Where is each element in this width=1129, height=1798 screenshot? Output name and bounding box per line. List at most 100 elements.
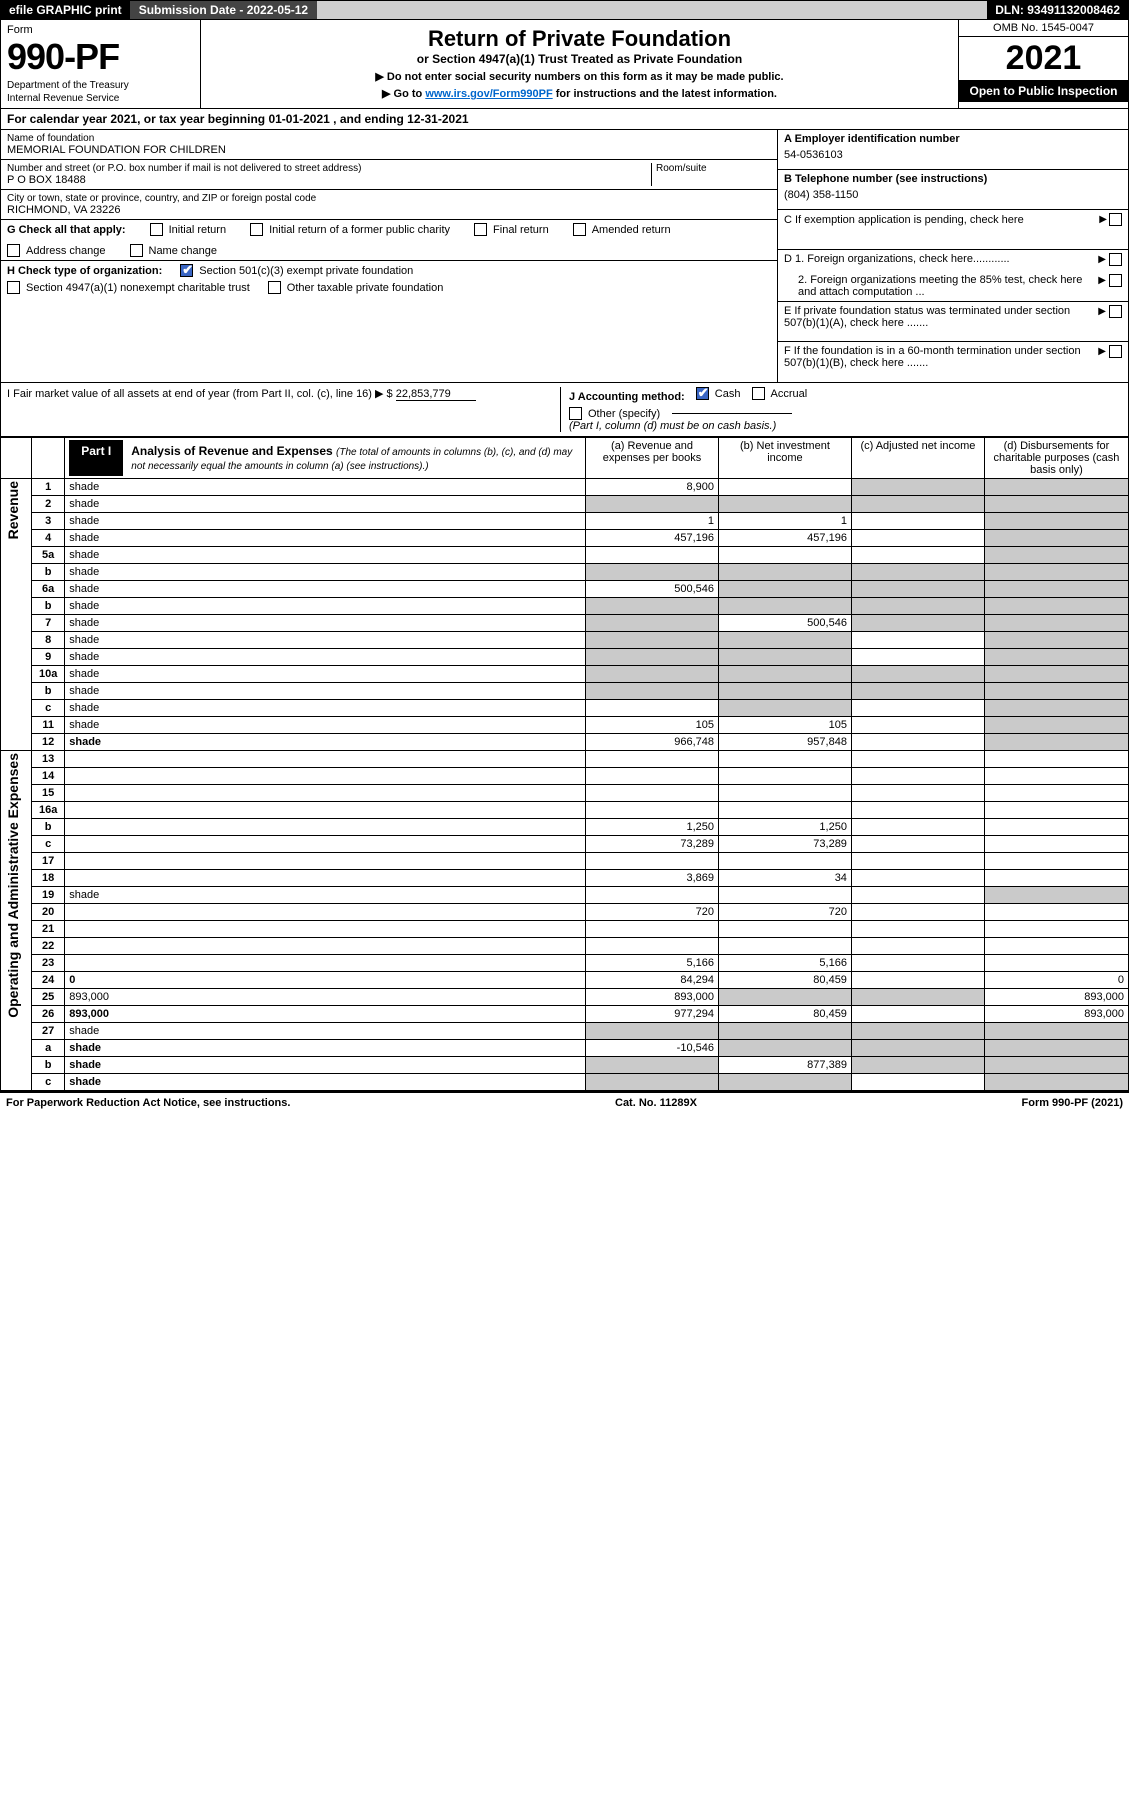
e-checkbox[interactable]: [1109, 305, 1122, 318]
table-row: 24084,29480,4590: [1, 972, 1129, 989]
amended-return-checkbox[interactable]: [573, 223, 586, 236]
table-row: b1,2501,250: [1, 819, 1129, 836]
omb-number: OMB No. 1545-0047: [959, 20, 1128, 37]
d2-label: 2. Foreign organizations meeting the 85%…: [784, 274, 1092, 298]
table-row: 26893,000977,29480,459893,000: [1, 1006, 1129, 1023]
revenue-side-label: Revenue: [5, 481, 21, 539]
form990pf-link[interactable]: www.irs.gov/Form990PF: [425, 88, 552, 100]
other-taxable-checkbox[interactable]: [268, 281, 281, 294]
expenses-side-label: Operating and Administrative Expenses: [5, 753, 21, 1018]
name-change-checkbox[interactable]: [130, 244, 143, 257]
table-row: 14: [1, 768, 1129, 785]
form-title: Return of Private Foundation: [207, 26, 952, 52]
i-fmv-value: 22,853,779: [396, 388, 476, 401]
f-label: F If the foundation is in a 60-month ter…: [784, 345, 1092, 369]
form-number: 990-PF: [7, 36, 194, 78]
table-row: bshade877,389: [1, 1057, 1129, 1074]
4947a1-checkbox[interactable]: [7, 281, 20, 294]
form-subtitle: or Section 4947(a)(1) Trust Treated as P…: [207, 52, 952, 66]
table-row: cshade: [1, 700, 1129, 717]
ein-label: A Employer identification number: [784, 133, 960, 145]
phone-value: (804) 358-1150: [784, 189, 1122, 201]
col-d-header: (d) Disbursements for charitable purpose…: [984, 438, 1128, 479]
cash-checkbox[interactable]: [696, 387, 709, 400]
address-change-checkbox[interactable]: [7, 244, 20, 257]
footer-right: Form 990-PF (2021): [1022, 1097, 1123, 1109]
table-row: 22: [1, 938, 1129, 955]
c-exemption-label: C If exemption application is pending, c…: [784, 214, 1095, 226]
dept-treasury: Department of the Treasury: [7, 80, 194, 91]
footer-left: For Paperwork Reduction Act Notice, see …: [6, 1097, 290, 1109]
table-row: 2shade: [1, 496, 1129, 513]
analysis-table: Part I Analysis of Revenue and Expenses …: [0, 437, 1129, 1091]
d2-checkbox[interactable]: [1109, 274, 1122, 287]
foundation-name: MEMORIAL FOUNDATION FOR CHILDREN: [7, 144, 771, 156]
initial-return-checkbox[interactable]: [150, 223, 163, 236]
i-fmv-label: I Fair market value of all assets at end…: [7, 388, 393, 400]
open-to-public: Open to Public Inspection: [959, 80, 1128, 102]
table-row: Operating and Administrative Expenses13: [1, 751, 1129, 768]
tax-year: 2021: [959, 37, 1128, 80]
j-note: (Part I, column (d) must be on cash basi…: [569, 420, 1122, 432]
address-value: P O BOX 18488: [7, 174, 651, 186]
ein-value: 54-0536103: [784, 149, 1122, 161]
part1-title: Analysis of Revenue and Expenses: [131, 444, 332, 458]
d1-label: D 1. Foreign organizations, check here..…: [784, 253, 1010, 265]
room-label: Room/suite: [656, 163, 771, 174]
table-row: 19shade: [1, 887, 1129, 904]
accrual-checkbox[interactable]: [752, 387, 765, 400]
table-row: 9shade: [1, 649, 1129, 666]
col-c-header: (c) Adjusted net income: [851, 438, 984, 479]
calendar-year-row: For calendar year 2021, or tax year begi…: [0, 109, 1129, 130]
g-label: G Check all that apply:: [7, 224, 126, 236]
table-row: 8shade: [1, 632, 1129, 649]
j-label: J Accounting method:: [569, 391, 685, 403]
table-row: c73,28973,289: [1, 836, 1129, 853]
col-b-header: (b) Net investment income: [718, 438, 851, 479]
initial-return-former-checkbox[interactable]: [250, 223, 263, 236]
page-footer: For Paperwork Reduction Act Notice, see …: [0, 1091, 1129, 1113]
col-a-header: (a) Revenue and expenses per books: [586, 438, 719, 479]
h-label: H Check type of organization:: [7, 265, 162, 277]
table-row: 7shade500,546: [1, 615, 1129, 632]
table-row: 235,1665,166: [1, 955, 1129, 972]
table-row: 11shade105105: [1, 717, 1129, 734]
dln: DLN: 93491132008462: [987, 1, 1128, 19]
table-row: 12shade966,748957,848: [1, 734, 1129, 751]
form-header: Form 990-PF Department of the Treasury I…: [0, 20, 1129, 109]
501c3-checkbox[interactable]: [180, 264, 193, 277]
other-method-checkbox[interactable]: [569, 407, 582, 420]
table-row: 27shade: [1, 1023, 1129, 1040]
part1-tab: Part I: [69, 440, 123, 476]
form-label: Form: [7, 24, 194, 36]
table-row: 10ashade: [1, 666, 1129, 683]
d1-checkbox[interactable]: [1109, 253, 1122, 266]
table-row: bshade: [1, 564, 1129, 581]
table-row: ashade-10,546: [1, 1040, 1129, 1057]
city-label: City or town, state or province, country…: [7, 193, 771, 204]
f-checkbox[interactable]: [1109, 345, 1122, 358]
c-exemption-checkbox[interactable]: [1109, 213, 1122, 226]
efile-print-button[interactable]: efile GRAPHIC print: [1, 1, 131, 19]
address-label: Number and street (or P.O. box number if…: [7, 163, 651, 174]
table-row: 15: [1, 785, 1129, 802]
table-row: bshade: [1, 683, 1129, 700]
table-row: 3shade11: [1, 513, 1129, 530]
table-row: 4shade457,196457,196: [1, 530, 1129, 547]
table-row: 25893,000893,000893,000: [1, 989, 1129, 1006]
submission-date: Submission Date - 2022-05-12: [131, 1, 317, 19]
table-row: 20720720: [1, 904, 1129, 921]
final-return-checkbox[interactable]: [474, 223, 487, 236]
table-row: 183,86934: [1, 870, 1129, 887]
table-row: 21: [1, 921, 1129, 938]
table-row: bshade: [1, 598, 1129, 615]
footer-center: Cat. No. 11289X: [615, 1097, 697, 1109]
dept-irs: Internal Revenue Service: [7, 93, 194, 104]
e-label: E If private foundation status was termi…: [784, 305, 1092, 329]
table-row: 5ashade: [1, 547, 1129, 564]
table-row: 17: [1, 853, 1129, 870]
table-row: 16a: [1, 802, 1129, 819]
instr-ssn: ▶ Do not enter social security numbers o…: [207, 70, 952, 83]
city-value: RICHMOND, VA 23226: [7, 204, 771, 216]
table-row: Revenue1shade8,900: [1, 479, 1129, 496]
